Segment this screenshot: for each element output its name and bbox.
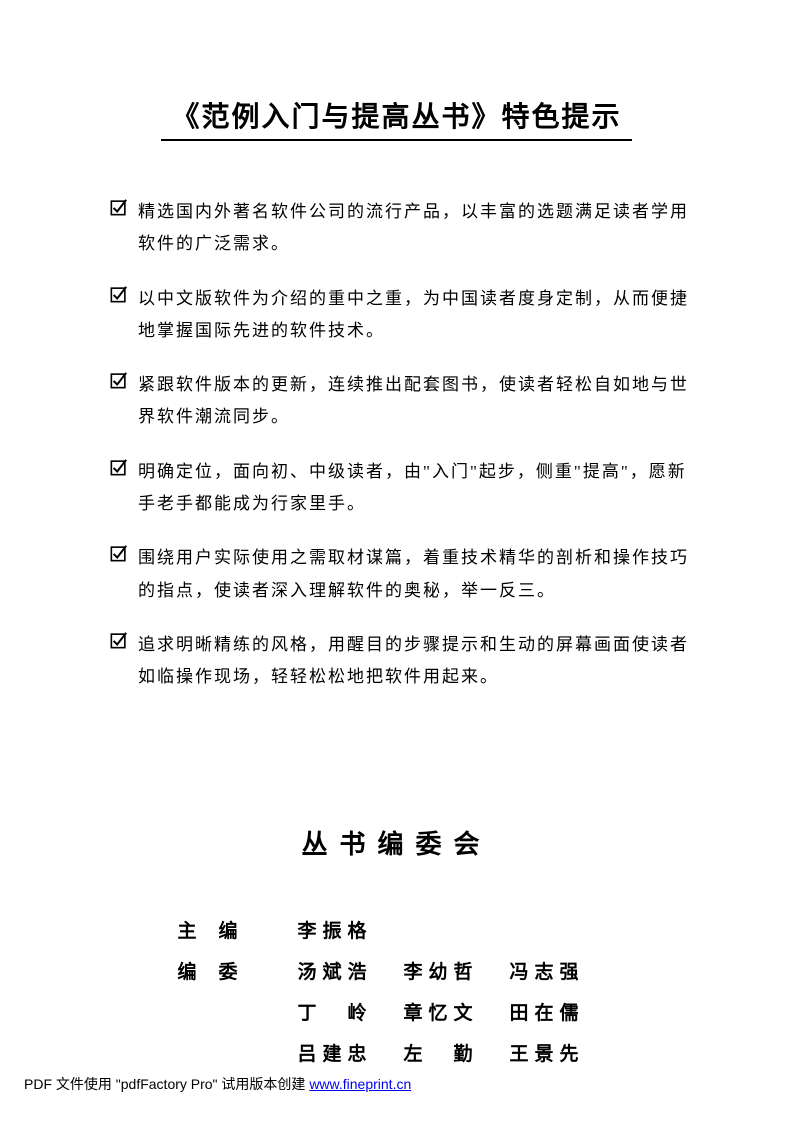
list-item-text: 围绕用户实际使用之需取材谋篇，着重技术精华的剖析和操作技巧的指点，使读者深入理解…	[138, 542, 693, 607]
person-name: 冯志强	[510, 957, 616, 984]
committee-row-members: 编委 汤斌浩 李幼哲 冯志强	[178, 957, 616, 984]
committee-row-chief: 主编 李振格	[178, 916, 616, 943]
person-name: 王景先	[510, 1039, 616, 1066]
checkbox-icon	[110, 285, 128, 303]
list-item-text: 紧跟软件版本的更新，连续推出配套图书，使读者轻松自如地与世界软件潮流同步。	[138, 369, 693, 434]
pdf-footer: PDF 文件使用 "pdfFactory Pro" 试用版本创建 www.fin…	[24, 1074, 411, 1094]
committee-section: 丛书编委会 主编 李振格 编委 汤斌浩 李幼哲 冯志强 丁 岭	[90, 824, 703, 1080]
list-item-text: 以中文版软件为介绍的重中之重，为中国读者度身定制，从而便捷地掌握国际先进的软件技…	[138, 283, 693, 348]
role-label	[178, 998, 298, 1025]
footer-text: PDF 文件使用 "pdfFactory Pro" 试用版本创建	[24, 1076, 309, 1092]
person-name: 丁 岭	[298, 998, 404, 1025]
names-group: 李振格	[298, 916, 404, 943]
names-group: 汤斌浩 李幼哲 冯志强	[298, 957, 616, 984]
checkbox-icon	[110, 631, 128, 649]
person-name: 章忆文	[404, 998, 510, 1025]
names-group: 丁 岭 章忆文 田在儒	[298, 998, 616, 1025]
list-item: 围绕用户实际使用之需取材谋篇，着重技术精华的剖析和操作技巧的指点，使读者深入理解…	[110, 542, 693, 607]
list-item: 以中文版软件为介绍的重中之重，为中国读者度身定制，从而便捷地掌握国际先进的软件技…	[110, 283, 693, 348]
committee-title: 丛书编委会	[90, 824, 703, 861]
list-item-text: 追求明晰精练的风格，用醒目的步骤提示和生动的屏幕画面使读者如临操作现场，轻轻松松…	[138, 629, 693, 694]
list-item-text: 精选国内外著名软件公司的流行产品，以丰富的选题满足读者学用软件的广泛需求。	[138, 196, 693, 261]
checkbox-icon	[110, 458, 128, 476]
person-name: 左 勤	[404, 1039, 510, 1066]
checkbox-icon	[110, 198, 128, 216]
page-title: 《范例入门与提高丛书》特色提示	[161, 95, 631, 141]
person-name: 李幼哲	[404, 957, 510, 984]
footer-link[interactable]: www.fineprint.cn	[309, 1076, 411, 1092]
names-group: 吕建忠 左 勤 王景先	[298, 1039, 616, 1066]
role-label: 编委	[178, 957, 298, 984]
feature-list: 精选国内外著名软件公司的流行产品，以丰富的选题满足读者学用软件的广泛需求。 以中…	[90, 196, 703, 694]
committee-table: 主编 李振格 编委 汤斌浩 李幼哲 冯志强 丁 岭 章忆文 田在儒	[178, 916, 616, 1080]
list-item-text: 明确定位，面向初、中级读者，由"入门"起步，侧重"提高"，愿新手老手都能成为行家…	[138, 456, 693, 521]
person-name: 吕建忠	[298, 1039, 404, 1066]
person-name: 田在儒	[510, 998, 616, 1025]
person-name: 李振格	[298, 916, 404, 943]
list-item: 明确定位，面向初、中级读者，由"入门"起步，侧重"提高"，愿新手老手都能成为行家…	[110, 456, 693, 521]
checkbox-icon	[110, 544, 128, 562]
title-container: 《范例入门与提高丛书》特色提示	[90, 95, 703, 141]
checkbox-icon	[110, 371, 128, 389]
committee-row-members: 吕建忠 左 勤 王景先	[178, 1039, 616, 1066]
person-name: 汤斌浩	[298, 957, 404, 984]
list-item: 精选国内外著名软件公司的流行产品，以丰富的选题满足读者学用软件的广泛需求。	[110, 196, 693, 261]
role-label: 主编	[178, 916, 298, 943]
list-item: 紧跟软件版本的更新，连续推出配套图书，使读者轻松自如地与世界软件潮流同步。	[110, 369, 693, 434]
committee-row-members: 丁 岭 章忆文 田在儒	[178, 998, 616, 1025]
document-page: 《范例入门与提高丛书》特色提示 精选国内外著名软件公司的流行产品，以丰富的选题满…	[0, 0, 793, 1080]
role-label	[178, 1039, 298, 1066]
list-item: 追求明晰精练的风格，用醒目的步骤提示和生动的屏幕画面使读者如临操作现场，轻轻松松…	[110, 629, 693, 694]
